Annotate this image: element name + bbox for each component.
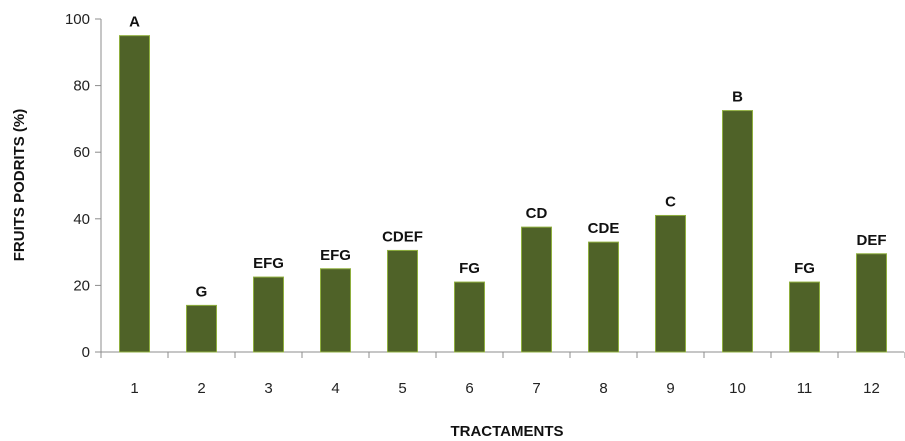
- x-tick-label: 11: [797, 380, 813, 397]
- bar-annotation: B: [732, 89, 743, 106]
- y-tick-label: 40: [73, 211, 90, 228]
- bars: [119, 35, 887, 353]
- bar-annotation: CD: [526, 205, 548, 222]
- bar-annotation: G: [196, 283, 208, 300]
- x-tick-label: 4: [331, 380, 339, 397]
- bar: [119, 35, 150, 353]
- y-tick-label: 100: [65, 11, 90, 28]
- y-tick-label: 60: [73, 144, 90, 161]
- bar: [722, 110, 753, 353]
- x-axis-title: TRACTAMENTS: [450, 423, 563, 440]
- x-tick-label: 2: [197, 380, 205, 397]
- bar-annotation: A: [129, 14, 140, 31]
- x-tick-label: 12: [863, 380, 880, 397]
- x-tick-label: 6: [465, 380, 473, 397]
- y-tick-label: 0: [82, 344, 90, 361]
- bar-annotation: C: [665, 193, 676, 210]
- bar: [320, 268, 351, 353]
- bar: [454, 281, 485, 353]
- x-tick-label: 5: [398, 380, 406, 397]
- x-tick-label: 8: [599, 380, 607, 397]
- bar-annotation: EFG: [253, 255, 284, 272]
- bar: [387, 249, 418, 353]
- bar-annotation: FG: [794, 260, 815, 277]
- bar-annotation: FG: [459, 260, 480, 277]
- x-tick-label: 7: [532, 380, 540, 397]
- bar: [253, 276, 284, 353]
- y-axis-title: FRUITS PODRITS (%): [11, 109, 28, 262]
- bar: [186, 304, 217, 353]
- bar-annotation: CDE: [588, 220, 620, 237]
- bar: [856, 253, 887, 353]
- y-axis: 0 20 40 60 80 100: [65, 11, 102, 361]
- bar: [655, 214, 686, 353]
- x-tick-label: 10: [729, 380, 746, 397]
- bar-annotations: A G EFG EFG CDEF FG CD CDE C B FG DEF: [129, 14, 886, 301]
- bar-annotation: CDEF: [382, 228, 423, 245]
- y-tick-label: 20: [73, 277, 90, 294]
- bar: [521, 226, 552, 353]
- bar: [789, 281, 820, 353]
- x-tick-label: 9: [666, 380, 674, 397]
- y-tick-label: 80: [73, 78, 90, 95]
- x-axis: 1 2 3 4 5 6 7 8 9 10 11 12: [100, 351, 905, 397]
- x-tick-label: 1: [130, 380, 138, 397]
- bar-annotation: EFG: [320, 247, 351, 264]
- bar: [588, 241, 619, 353]
- x-tick-label: 3: [264, 380, 272, 397]
- bar-annotation: DEF: [857, 232, 887, 249]
